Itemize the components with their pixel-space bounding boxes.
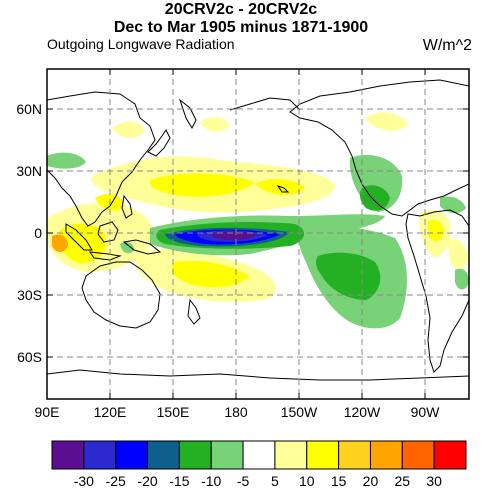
map-frame	[46, 68, 470, 400]
anomaly-positive-north-band	[112, 121, 145, 138]
lon-label-120w: 120W	[344, 404, 381, 420]
colorbar-label-0: -30	[74, 473, 94, 489]
lon-label-120e: 120E	[94, 404, 127, 420]
colorbar-label-6: 5	[271, 473, 279, 489]
colorbar-label-5: -5	[237, 473, 250, 489]
anomaly-negative-atlantic	[455, 268, 469, 290]
lat-label-30s: 30S	[17, 287, 42, 303]
colorbar-swatch-1	[83, 440, 117, 470]
colorbar-swatch-2	[115, 440, 149, 470]
colorbar-label-3: -15	[169, 473, 189, 489]
coast-new-zealand	[187, 298, 201, 325]
colorbar-swatch-5	[210, 440, 244, 470]
anomaly-positive-south-atlantic	[448, 238, 468, 269]
coast-asia	[47, 91, 156, 227]
coast-kamchatka	[178, 98, 197, 130]
anomaly-negative-new-guinea	[120, 242, 134, 254]
lat-label-60s: 60S	[17, 349, 42, 365]
colorbar-label-1: -25	[106, 473, 126, 489]
coast-java	[88, 251, 122, 261]
coast-antarctica	[47, 369, 469, 381]
anomaly-equatorial-peak	[211, 231, 258, 240]
map-title: 20CRV2c - 20CRV2c	[164, 1, 318, 18]
anomaly-positive-aleutian	[200, 117, 230, 132]
anomaly-negative-caribbean	[440, 196, 466, 214]
lon-label-150w: 150W	[281, 404, 318, 420]
tick-marks	[46, 69, 469, 399]
colorbar-swatch-11	[401, 440, 435, 470]
anomaly-core-west-indian	[52, 234, 68, 252]
colorbar-label-11: 30	[426, 473, 442, 489]
units-label: W/m^2	[422, 37, 472, 54]
colorbar-swatch-0	[51, 440, 85, 470]
anomaly-strong-negative-east	[315, 252, 381, 300]
colorbar-label-4: -10	[201, 473, 221, 489]
anomaly-core-andes	[428, 219, 444, 242]
colorbar-swatch-3	[147, 440, 180, 470]
lon-label-90e: 90E	[35, 404, 60, 420]
coast-philippines	[121, 194, 133, 219]
colorbar-label-2: -20	[137, 473, 157, 489]
colorbar-label-7: 10	[299, 473, 315, 489]
lon-label-150e: 150E	[157, 404, 190, 420]
colorbar-swatch-9	[338, 440, 371, 470]
coast-australia	[81, 261, 161, 329]
variable-label: Outgoing Longwave Radiation	[47, 36, 235, 52]
lat-label-0: 0	[34, 225, 42, 241]
coast-alaska	[229, 97, 301, 111]
anomaly-core-maritime	[59, 223, 107, 264]
anomaly-shading	[47, 112, 469, 329]
coast-south-america	[405, 209, 469, 373]
lat-label-60n: 60N	[16, 101, 42, 117]
colorbar-label-9: 20	[363, 473, 379, 489]
coast-borneo	[97, 221, 119, 243]
coast-north-america	[289, 79, 469, 217]
anomaly-negative-west-pacific	[47, 152, 86, 169]
coast-japan	[147, 129, 171, 157]
anomaly-positive-north-america	[365, 112, 408, 131]
colorbar-swatch-10	[369, 440, 403, 470]
colorbar-swatch-6	[242, 440, 276, 470]
anomaly-core-south-pacific	[171, 260, 250, 288]
lat-label-30n: 30N	[16, 163, 42, 179]
gridlines	[47, 69, 469, 399]
coastlines	[47, 79, 469, 381]
map-subtitle-period: Dec to Mar 1905 minus 1871-1900	[113, 19, 369, 36]
colorbar-swatch-4	[178, 440, 212, 470]
coast-hawaii	[276, 185, 290, 193]
colorbar-swatch-8	[306, 440, 340, 470]
lon-label-180: 180	[224, 404, 248, 420]
lon-label-90w: 90W	[411, 404, 441, 420]
anomaly-core-north-pacific	[149, 173, 255, 197]
colorbar: -30 -25 -20 -15 -10 -5 5 10 15 20 25 30	[51, 440, 467, 489]
colorbar-swatch-7	[274, 440, 308, 470]
coast-new-guinea	[122, 239, 162, 255]
colorbar-label-8: 15	[331, 473, 347, 489]
colorbar-swatch-12	[433, 440, 467, 470]
colorbar-label-10: 25	[395, 473, 411, 489]
